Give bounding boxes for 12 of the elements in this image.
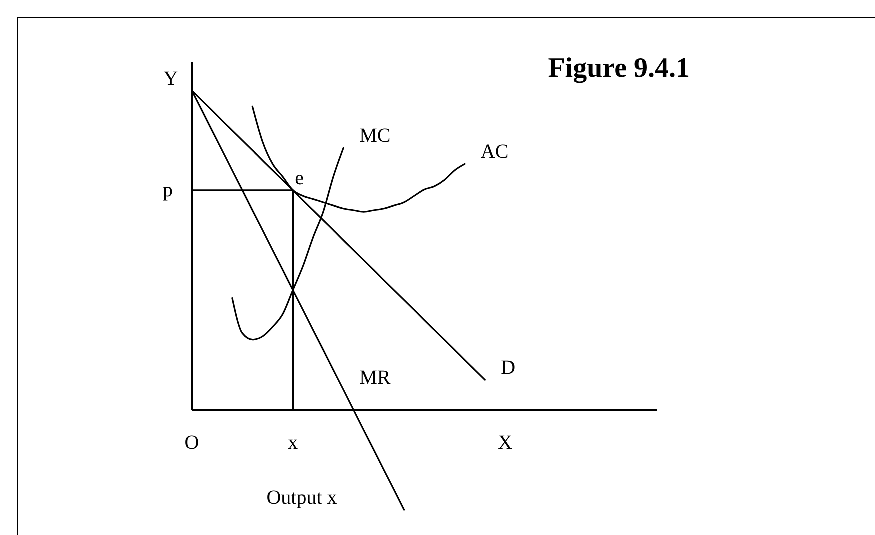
x-tick-label: x — [288, 432, 298, 454]
y-axis-title: Y — [164, 68, 178, 90]
x-tick-label: O — [184, 432, 200, 454]
x-tick-label: X — [498, 432, 514, 454]
x-axis-title: Output x — [266, 487, 338, 510]
chart-title: Figure 9.4.1 — [548, 52, 690, 84]
series-label: MC — [360, 125, 391, 148]
series-label: AC — [480, 141, 509, 164]
annotation: e — [295, 167, 304, 190]
series-label: D — [501, 357, 516, 380]
series-label: MR — [360, 366, 392, 389]
annotation: p — [163, 179, 173, 202]
